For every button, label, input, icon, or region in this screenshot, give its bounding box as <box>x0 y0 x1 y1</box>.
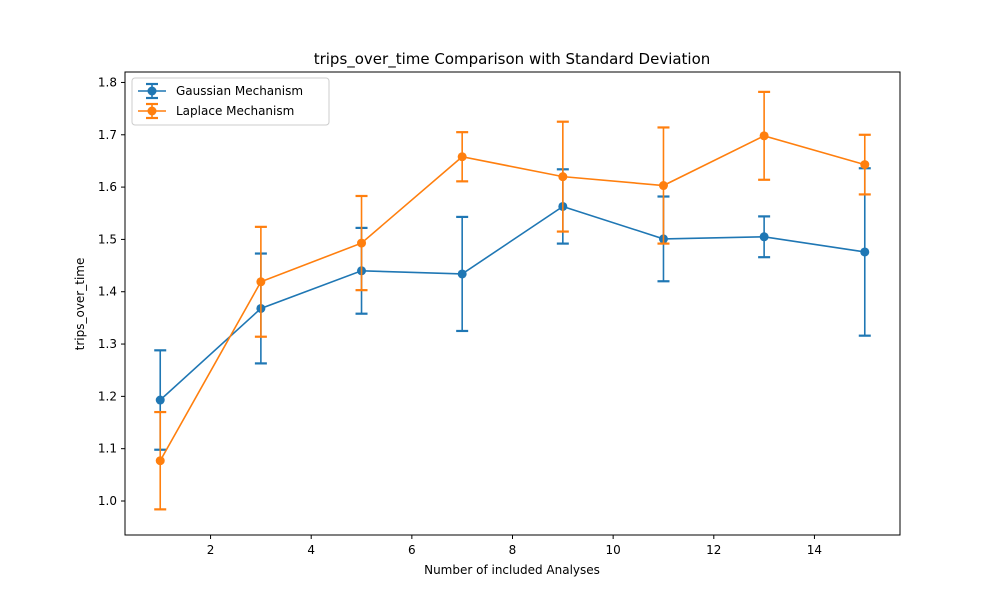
data-point <box>759 232 769 242</box>
x-tick-label: 12 <box>706 543 721 557</box>
series-line <box>159 134 865 462</box>
y-tick-label: 1.8 <box>98 75 117 89</box>
data-point <box>759 131 769 141</box>
legend-label: Gaussian Mechanism <box>176 84 303 98</box>
legend-swatch-marker <box>147 106 157 116</box>
y-tick-label: 1.2 <box>98 389 117 403</box>
y-tick-label: 1.0 <box>98 494 117 508</box>
legend-box <box>131 77 330 126</box>
data-point <box>457 152 467 162</box>
data-point <box>155 395 165 405</box>
x-tick-label: 8 <box>509 543 517 557</box>
legend-entry: Gaussian Mechanism <box>138 82 303 100</box>
chart-marks <box>154 90 871 511</box>
series-laplace <box>154 90 871 511</box>
series-line <box>159 205 865 401</box>
series-gaussian <box>154 167 871 451</box>
data-point <box>658 181 668 191</box>
legend-label: Laplace Mechanism <box>176 104 294 118</box>
data-point <box>558 172 568 182</box>
data-point <box>155 456 165 466</box>
x-tick-label: 10 <box>606 543 621 557</box>
y-tick-label: 1.1 <box>98 442 117 456</box>
y-tick-label: 1.4 <box>98 285 117 299</box>
y-tick-label: 1.7 <box>98 128 117 142</box>
data-point <box>357 238 367 248</box>
x-tick-label: 14 <box>807 543 822 557</box>
chart-title: trips_over_time Comparison with Standard… <box>314 50 711 69</box>
legend-swatch-marker <box>147 86 157 96</box>
y-tick-label: 1.6 <box>98 180 117 194</box>
data-point <box>256 277 266 287</box>
data-point <box>457 269 467 279</box>
y-axis-label: trips_over_time <box>73 258 87 351</box>
legend: Gaussian Mechanism Laplace Mechanism <box>131 77 330 126</box>
legend-entry: Laplace Mechanism <box>138 102 294 120</box>
data-point <box>860 247 870 257</box>
x-tick-label: 6 <box>408 543 416 557</box>
y-tick-label: 1.5 <box>98 232 117 246</box>
data-point <box>860 160 870 170</box>
y-tick-label: 1.3 <box>98 337 117 351</box>
x-tick-label: 4 <box>307 543 315 557</box>
x-tick-label: 2 <box>207 543 215 557</box>
axis-ticks: 2 4 6 8 10 12 14 1.0 1.1 1.2 1.3 1.4 1.5 1.6 1.7 1.8 <box>98 75 822 557</box>
x-axis-label: Number of included Analyses <box>424 563 600 577</box>
